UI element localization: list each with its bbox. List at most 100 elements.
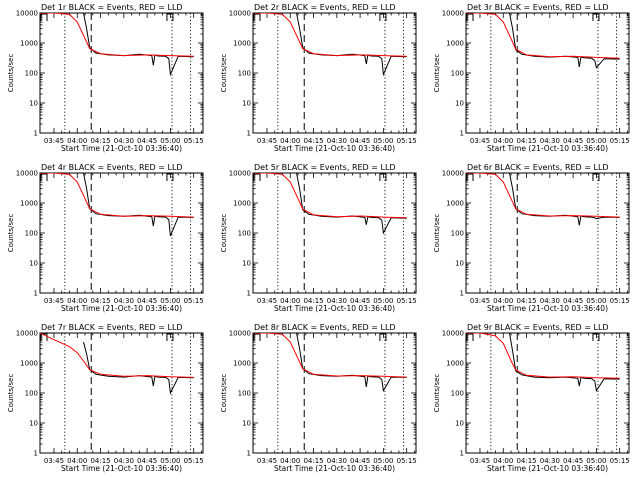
x-tick-label: 05:00 [373,297,393,305]
x-axis-label: Start Time (21-Oct-10 03:36:40) [61,144,182,153]
x-tick-label: 04:30 [540,137,560,145]
x-tick-label: 03:45 [44,457,64,465]
y-tick-label: 1 [247,130,251,138]
events-series-line [509,173,620,226]
x-tick-label: 04:45 [137,297,157,305]
events-series-line [509,333,620,392]
x-tick-label: 04:15 [303,137,323,145]
x-tick-label: 05:15 [184,137,204,145]
x-tick-label: 05:00 [586,297,606,305]
y-tick-label: 1000 [233,360,251,368]
x-tick-label: 05:15 [610,297,630,305]
y-tick-label: 10 [29,420,38,428]
y-tick-label: 10000 [16,170,38,178]
y-tick-label: 10 [242,260,251,268]
panel-title: Det 2r BLACK = Events, RED = LLD [254,3,396,12]
x-tick-label: 04:15 [516,137,536,145]
x-tick-label: 04:00 [493,137,513,145]
x-tick-label: 04:30 [327,457,347,465]
panel-det-1: Det 1r BLACK = Events, RED = LLD 1 10 100 10… [7,3,204,153]
y-tick-label: 1 [460,290,464,298]
y-tick-label: 100 [238,390,251,398]
x-tick-label: 04:45 [350,457,370,465]
x-tick-label: 04:30 [540,457,560,465]
events-series-line [83,173,194,237]
top-bracket-mark [379,173,387,181]
panel-det-8: Det 8r BLACK = Events, RED = LLD 1 10 100 10… [220,323,417,473]
x-tick-label: 05:00 [160,297,180,305]
y-tick-label: 10 [29,100,38,108]
x-axis-label: Start Time (21-Oct-10 03:36:40) [61,464,182,473]
x-tick-label: 05:15 [184,297,204,305]
y-tick-label: 1000 [20,200,38,208]
x-tick-label: 04:45 [563,457,583,465]
panel-title: Det 6r BLACK = Events, RED = LLD [467,163,609,172]
x-tick-label: 04:45 [137,457,157,465]
x-tick-label: 03:45 [44,137,64,145]
y-tick-label: 1000 [233,40,251,48]
y-tick-label: 10 [242,100,251,108]
events-series-line [296,333,407,393]
panel-title: Det 1r BLACK = Events, RED = LLD [41,3,183,12]
y-axis-label: Counts/sec [433,54,441,93]
x-tick-label: 03:45 [257,137,277,145]
y-tick-label: 10000 [16,10,38,18]
panel-det-6: Det 6r BLACK = Events, RED = LLD 1 10 100 10… [433,163,630,313]
y-tick-label: 10000 [16,330,38,338]
x-tick-label: 04:00 [67,297,87,305]
y-tick-label: 10 [455,100,464,108]
y-tick-label: 100 [451,230,464,238]
x-tick-label: 04:00 [280,297,300,305]
y-axis-label: Counts/sec [220,54,228,93]
events-series-line [509,13,620,69]
x-tick-label: 05:15 [610,137,630,145]
x-tick-label: 04:30 [327,137,347,145]
y-axis-label: Counts/sec [433,214,441,253]
y-tick-label: 100 [25,70,38,78]
panel-title: Det 5r BLACK = Events, RED = LLD [254,163,396,172]
y-axis-label: Counts/sec [220,374,228,413]
x-tick-label: 05:15 [397,457,417,465]
x-tick-label: 03:45 [470,137,490,145]
panel-title: Det 3r BLACK = Events, RED = LLD [467,3,609,12]
events-series-line [296,173,407,235]
y-tick-label: 10 [242,420,251,428]
y-axis-label: Counts/sec [220,214,228,253]
lld-series-line [253,13,407,57]
y-tick-label: 1000 [446,360,464,368]
x-tick-label: 04:00 [280,457,300,465]
events-series-line [296,13,407,77]
y-tick-label: 10000 [229,170,251,178]
panel-title: Det 8r BLACK = Events, RED = LLD [254,323,396,332]
x-tick-label: 04:15 [90,457,110,465]
panel-det-2: Det 2r BLACK = Events, RED = LLD 1 10 100 10… [220,3,417,153]
y-tick-label: 10000 [229,330,251,338]
y-tick-label: 100 [451,390,464,398]
lld-series-line [466,333,620,379]
x-tick-label: 04:00 [493,457,513,465]
y-tick-label: 100 [451,70,464,78]
top-bracket-mark [166,333,174,341]
x-tick-label: 04:15 [90,297,110,305]
panel-det-7: Det 7r BLACK = Events, RED = LLD 1 10 100 10… [7,323,204,473]
top-bracket-mark [166,13,174,21]
x-axis-label: Start Time (21-Oct-10 03:36:40) [274,144,395,153]
panel-title: Det 7r BLACK = Events, RED = LLD [41,323,183,332]
x-tick-label: 04:30 [327,297,347,305]
y-axis-label: Counts/sec [7,214,15,253]
lld-series-line [466,173,620,218]
x-tick-label: 03:45 [470,297,490,305]
panel-det-5: Det 5r BLACK = Events, RED = LLD 1 10 100 10… [220,163,417,313]
x-tick-label: 03:45 [257,297,277,305]
y-tick-label: 100 [238,230,251,238]
x-tick-label: 04:45 [350,137,370,145]
x-tick-label: 05:00 [373,137,393,145]
x-tick-label: 04:00 [67,457,87,465]
y-tick-label: 1000 [446,200,464,208]
x-tick-label: 04:00 [280,137,300,145]
x-tick-label: 05:00 [373,457,393,465]
top-bracket-mark [379,333,387,341]
top-bracket-mark [592,333,600,341]
x-tick-label: 04:15 [90,137,110,145]
